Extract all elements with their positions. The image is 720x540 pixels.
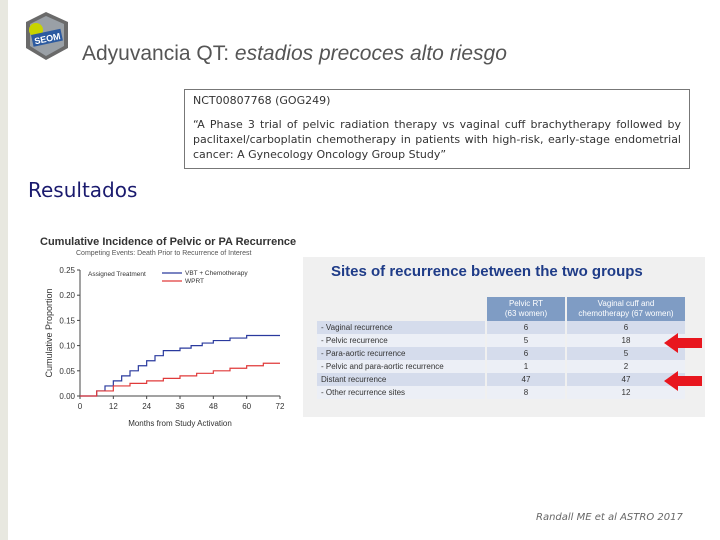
x-tick-label: 0	[78, 402, 83, 411]
chart-title: Cumulative Incidence of Pelvic or PA Rec…	[40, 236, 297, 248]
y-tick-label: 0.15	[59, 316, 75, 325]
table-row: - Vaginal recurrence 6 6	[317, 321, 687, 334]
seom-logo: SEOM	[26, 12, 68, 60]
row-label: - Vaginal recurrence	[317, 321, 487, 334]
row-pelvic-rt-value: 1	[486, 360, 567, 373]
row-pelvic-rt-value: 6	[486, 321, 567, 334]
trial-description: “A Phase 3 trial of pelvic radiation the…	[193, 118, 681, 161]
title-italic: estadios precoces alto riesgo	[234, 42, 507, 65]
table-header-row: Pelvic RT (63 women) Vaginal cuff and chem…	[317, 297, 687, 321]
citation: Randall ME et al ASTRO 2017	[536, 512, 683, 523]
row-pelvic-rt-value: 8	[486, 386, 567, 399]
row-pelvic-rt-value: 6	[486, 347, 567, 360]
y-tick-label: 0.05	[59, 367, 75, 376]
legend-title: Assigned Treatment	[88, 271, 146, 278]
table-row: - Other recurrence sites 8 12	[317, 386, 687, 399]
chart-svg: 0.00 0.05 0.10 0.15 0.20 0.25 0 12 24 36 48 60 72 Mon…	[44, 266, 285, 428]
left-edge-strip	[0, 0, 8, 540]
arrow-distant-recurrence-icon	[664, 371, 702, 391]
x-tick-label: 36	[176, 402, 185, 411]
series-line-0	[80, 334, 280, 397]
table-row: - Pelvic recurrence 5 18	[317, 334, 687, 347]
row-vaginal-chemo-value: 18	[566, 334, 687, 347]
row-label: Distant recurrence	[317, 373, 487, 386]
trial-info-box: NCT00807768 (GOG249) “A Phase 3 trial of…	[184, 89, 690, 169]
row-vaginal-chemo-value: 6	[566, 321, 687, 334]
legend-label-1: WPRT	[185, 278, 204, 285]
x-axis-label: Months from Study Activation	[128, 419, 232, 428]
arrow-pelvic-recurrence-icon	[664, 333, 702, 353]
recurrence-table: Pelvic RT (63 women) Vaginal cuff and chem…	[317, 297, 687, 399]
header-pelvic-rt: Pelvic RT (63 women)	[486, 297, 567, 321]
header-vaginal-chemo: Vaginal cuff and chemotherapy (67 women)	[566, 297, 687, 321]
legend-label-0: VBT + Chemotherapy	[185, 270, 248, 277]
row-vaginal-chemo-value: 12	[566, 386, 687, 399]
row-vaginal-chemo-value: 2	[566, 360, 687, 373]
row-label: - Pelvic and para-aortic recurrence	[317, 360, 487, 373]
row-vaginal-chemo-value: 5	[566, 347, 687, 360]
row-label: - Other recurrence sites	[317, 386, 487, 399]
title-regular: Adyuvancia QT:	[82, 42, 235, 65]
x-tick-label: 24	[142, 402, 151, 411]
table-row: Distant recurrence 47 47	[317, 373, 687, 386]
row-pelvic-rt-value: 47	[486, 373, 567, 386]
table-row: - Pelvic and para-aortic recurrence 1 2	[317, 360, 687, 373]
y-tick-label: 0.00	[59, 392, 75, 401]
y-axis-label: Cumulative Proportion	[44, 288, 54, 377]
chart-subtitle: Competing Events: Death Prior to Recurre…	[76, 250, 252, 257]
y-tick-label: 0.20	[59, 291, 75, 300]
series-line-1	[80, 362, 280, 397]
x-tick-label: 60	[242, 402, 251, 411]
header-empty	[317, 297, 487, 321]
results-heading: Resultados	[28, 178, 138, 202]
row-label: - Para-aortic recurrence	[317, 347, 487, 360]
row-label: - Pelvic recurrence	[317, 334, 487, 347]
x-tick-label: 72	[276, 402, 285, 411]
slide-title: Adyuvancia QT: estadios precoces alto ri…	[82, 42, 507, 66]
y-tick-label: 0.10	[59, 342, 75, 351]
table-row: - Para-aortic recurrence 6 5	[317, 347, 687, 360]
y-tick-label: 0.25	[59, 266, 75, 275]
recurrence-table-panel: Sites of recurrence between the two grou…	[303, 257, 705, 417]
cumulative-incidence-chart: 0.00 0.05 0.10 0.15 0.20 0.25 0 12 24 36 48 60 72 Mon…	[36, 232, 296, 432]
x-tick-label: 12	[109, 402, 118, 411]
table-title: Sites of recurrence between the two grou…	[331, 263, 643, 280]
trial-id: NCT00807768 (GOG249)	[193, 94, 331, 107]
row-pelvic-rt-value: 5	[486, 334, 567, 347]
x-tick-label: 48	[209, 402, 218, 411]
row-vaginal-chemo-value: 47	[566, 373, 687, 386]
